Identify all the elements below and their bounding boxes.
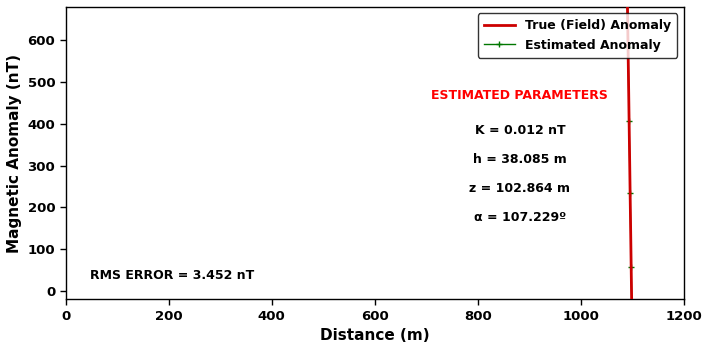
X-axis label: Distance (m): Distance (m) [320,328,430,343]
Text: h = 38.085 m: h = 38.085 m [473,153,566,166]
Y-axis label: Magnetic Anomaly (nT): Magnetic Anomaly (nT) [7,54,22,252]
Line: Estimated Anomaly: Estimated Anomaly [62,0,687,350]
Legend: True (Field) Anomaly, Estimated Anomaly: True (Field) Anomaly, Estimated Anomaly [478,13,677,58]
Text: K = 0.012 nT: K = 0.012 nT [474,124,565,137]
Text: α = 107.229º: α = 107.229º [474,211,566,224]
Text: ESTIMATED PARAMETERS: ESTIMATED PARAMETERS [432,89,608,102]
Line: True (Field) Anomaly: True (Field) Anomaly [66,0,683,350]
Text: RMS ERROR = 3.452 nT: RMS ERROR = 3.452 nT [90,268,255,281]
Text: z = 102.864 m: z = 102.864 m [469,182,571,195]
